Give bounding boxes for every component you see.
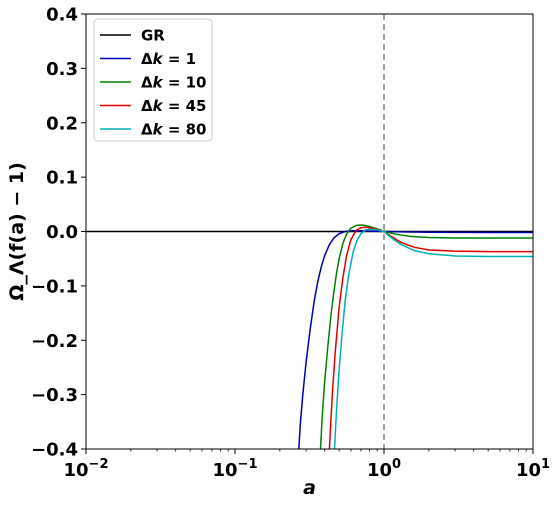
y-tick-label-0: −0.4 — [31, 440, 78, 461]
y-tick-label-4: 0.0 — [46, 222, 78, 243]
axes-layer: 10−2 10−1 100 101 −0.4 −0.3 −0.2 −0.1 0.0 0.1 0.2 0… — [31, 5, 550, 482]
y-tick-label-1: −0.3 — [31, 385, 78, 406]
series-line-3 — [328, 226, 533, 449]
legend-label-1: Δk = 1 — [141, 50, 196, 68]
y-tick-label-8: 0.4 — [46, 5, 78, 26]
legend-label-2: Δk = 10 — [141, 74, 206, 92]
y-tick-label-7: 0.3 — [46, 59, 78, 80]
series-line-1 — [298, 229, 533, 449]
legend-label-4: Δk = 80 — [141, 121, 206, 139]
y-tick-label-2: −0.2 — [31, 331, 78, 352]
y-tick-label-3: −0.1 — [31, 276, 78, 297]
x-tick-label-2: 100 — [367, 457, 401, 481]
series-layer — [86, 224, 533, 449]
legend: GR Δk = 1 Δk = 10 Δk = 45 Δk = 80 — [93, 18, 213, 142]
x-tick-label-0: 10−2 — [63, 457, 108, 481]
series-line-2 — [319, 224, 533, 449]
legend-label-0: GR — [141, 27, 165, 45]
x-tick-label-3: 101 — [516, 457, 550, 481]
legend-box — [93, 18, 213, 142]
x-tick-label-1: 10−1 — [212, 457, 257, 481]
legend-label-3: Δk = 45 — [141, 97, 206, 115]
y-tick-label-6: 0.2 — [46, 113, 78, 134]
y-tick-label-5: 0.1 — [46, 168, 78, 189]
x-axis-label: a — [303, 477, 316, 499]
series-line-4 — [333, 228, 533, 449]
y-axis-label: Ω_Λ(f(a) − 1) — [6, 162, 28, 301]
